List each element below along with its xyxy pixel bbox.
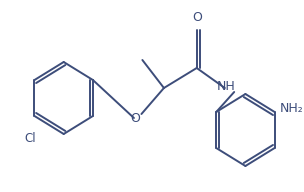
Text: O: O xyxy=(130,112,140,124)
Text: O: O xyxy=(192,11,202,24)
Text: Cl: Cl xyxy=(24,132,36,145)
Text: NH: NH xyxy=(216,79,235,93)
Text: NH₂: NH₂ xyxy=(279,103,303,116)
